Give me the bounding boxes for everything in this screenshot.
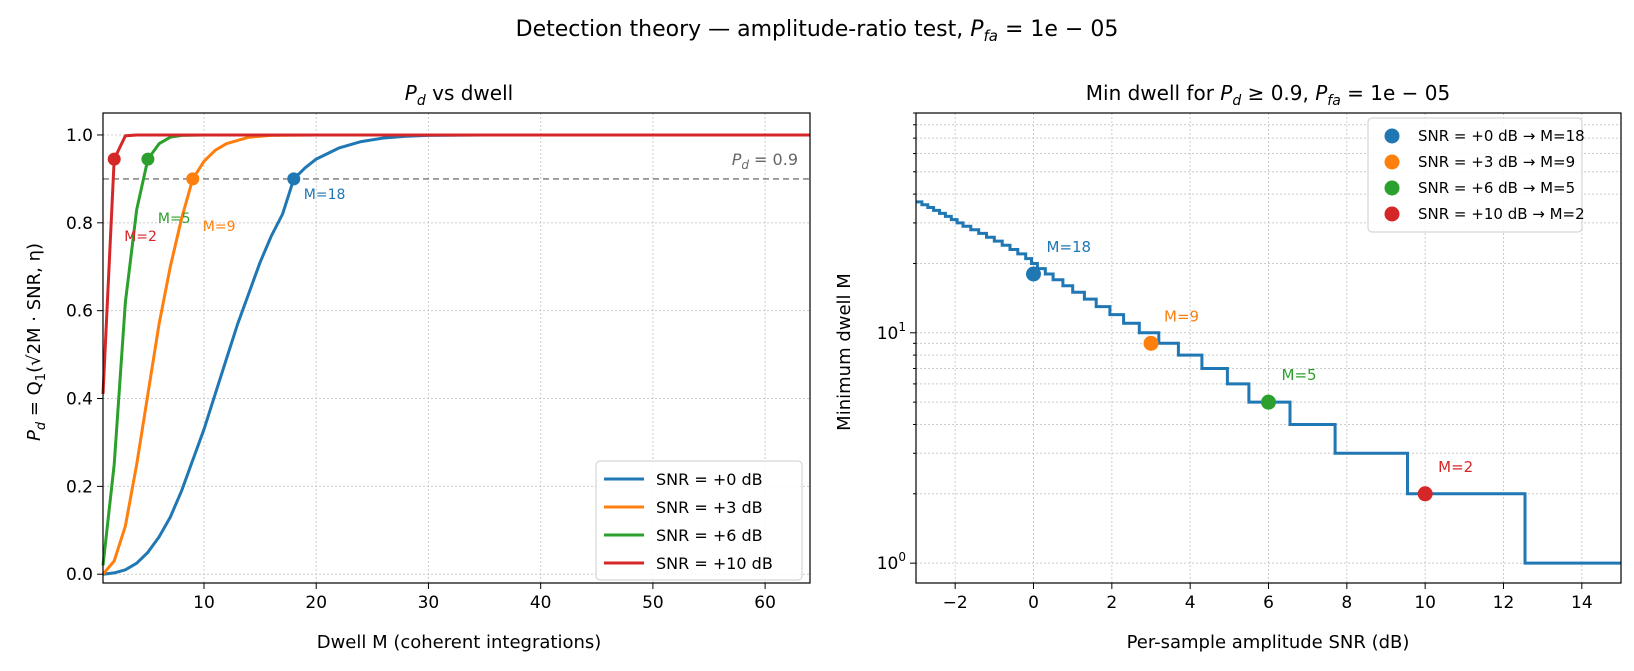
right-xtick-label: 12: [1493, 593, 1515, 613]
right-panel-title: Min dwell for Pd ≥ 0.9, Pfa = 1e − 05: [1086, 81, 1451, 109]
left-marker-label-1: M=9: [203, 219, 236, 235]
right-min-dwell-curve: [916, 200, 1621, 565]
left-xtick-label: 60: [754, 593, 776, 613]
left-series-line-3: [101, 133, 810, 395]
right-ylabel: Minimum dwell M: [834, 273, 855, 431]
right-ytick-base: 10: [877, 554, 899, 574]
left-axes-frame: [102, 112, 811, 584]
left-xtick-label: 20: [305, 593, 327, 613]
right-xtick-label: −2: [943, 593, 968, 613]
left-panel-title: Pd vs dwell: [405, 81, 513, 109]
left-legend-label-3: SNR = +10 dB: [656, 554, 773, 573]
right-ytick-base: 10: [877, 324, 899, 344]
right-point-label-3: M=2: [1438, 458, 1473, 476]
right-xlabel: Per-sample amplitude SNR (dB): [1127, 632, 1410, 653]
right-point-label-2: M=5: [1282, 366, 1317, 384]
left-xtick-label: 40: [530, 593, 552, 613]
right-legend: SNR = +0 dB → M=18 SNR = +3 dB → M=9 SNR =…: [1367, 117, 1585, 233]
left-series-marker-0: [287, 172, 301, 186]
left-ytick-label: 0.4: [66, 390, 93, 410]
threshold-label-val: = 0.9: [749, 150, 798, 169]
right-xtick-label: 10: [1414, 593, 1436, 613]
right-ytick-exp: 0: [898, 550, 906, 564]
left-marker-label-0: M=18: [304, 187, 346, 203]
left-ticks: 10 20 30 40 50 60 0.0 0.2 0.4 0.6 0.8 1.0: [66, 126, 776, 613]
left-ytick-label: 0.2: [66, 477, 93, 497]
right-xtick-label: 14: [1571, 593, 1593, 613]
right-panel: Min dwell for Pd ≥ 0.9, Pfa = 1e − 05 M=…: [834, 81, 1622, 653]
right-point-label-0: M=18: [1047, 238, 1092, 256]
left-legend-label-2: SNR = +6 dB: [656, 526, 763, 545]
right-ytick-exp: 1: [898, 320, 906, 334]
left-legend-label-0: SNR = +0 dB: [656, 470, 763, 489]
right-legend-box: [1367, 117, 1583, 233]
left-legend-box: [595, 460, 803, 581]
left-xlabel: Dwell M (coherent integrations): [317, 632, 602, 653]
right-legend-marker-1: [1384, 154, 1400, 170]
right-xtick-label: 0: [1028, 593, 1039, 613]
left-legend: SNR = +0 dB SNR = +3 dB SNR = +6 dB SNR = +…: [595, 460, 803, 581]
right-legend-marker-2: [1384, 180, 1400, 196]
left-series-line-0: [102, 133, 810, 576]
right-legend-label-3: SNR = +10 dB → M=2: [1418, 205, 1585, 223]
left-marker-label-3: M=2: [124, 229, 157, 245]
right-legend-label-2: SNR = +6 dB → M=5: [1418, 179, 1575, 197]
right-xtick-label: 6: [1263, 593, 1274, 613]
left-ytick-label: 0.6: [66, 302, 93, 322]
right-xtick-label: 4: [1185, 593, 1196, 613]
right-xtick-label: 2: [1106, 593, 1117, 613]
right-ytick-label: 100: [877, 550, 906, 574]
left-ytick-label: 0.0: [66, 565, 93, 585]
right-legend-marker-3: [1384, 206, 1400, 222]
right-ytick-label: 101: [877, 320, 906, 344]
left-xtick-label: 30: [418, 593, 440, 613]
right-series: M=18 M=9 M=5 M=2: [916, 200, 1621, 565]
right-point-marker-2: [1261, 394, 1276, 410]
right-xtick-label: 8: [1341, 593, 1352, 613]
left-series-marker-3: [107, 152, 121, 166]
right-legend-label-1: SNR = +3 dB → M=9: [1418, 153, 1575, 171]
left-xtick-label: 50: [642, 593, 664, 613]
right-point-label-1: M=9: [1164, 307, 1199, 325]
left-series-marker-1: [186, 172, 200, 186]
right-point-marker-0: [1026, 266, 1041, 282]
right-legend-label-0: SNR = +0 dB → M=18: [1418, 127, 1585, 145]
left-xtick-label: 10: [193, 593, 215, 613]
right-point-marker-3: [1417, 486, 1433, 502]
left-series: M=18 M=9 M=5M=2: [101, 133, 810, 576]
left-legend-label-1: SNR = +3 dB: [656, 498, 763, 517]
threshold-label-sym: P: [732, 150, 742, 169]
left-panel: Pd vs dwell Pd = 0.9 M=18 M=9 M=5M=2 10 20 3…: [24, 81, 811, 653]
right-legend-marker-0: [1384, 128, 1400, 144]
threshold-label: Pd = 0.9: [732, 150, 798, 172]
figure-title: Detection theory — amplitude-ratio test,…: [516, 17, 1119, 45]
left-ytick-label: 0.8: [66, 214, 93, 234]
left-ytick-label: 1.0: [66, 126, 93, 146]
left-series-marker-2: [141, 152, 155, 166]
left-ylabel: Pd = Q1(√2M · SNR, η): [24, 243, 49, 441]
left-threshold: Pd = 0.9: [103, 150, 810, 180]
right-point-marker-1: [1143, 335, 1159, 351]
threshold-label-sub: d: [741, 158, 749, 172]
left-marker-label-2: M=5: [158, 211, 191, 227]
